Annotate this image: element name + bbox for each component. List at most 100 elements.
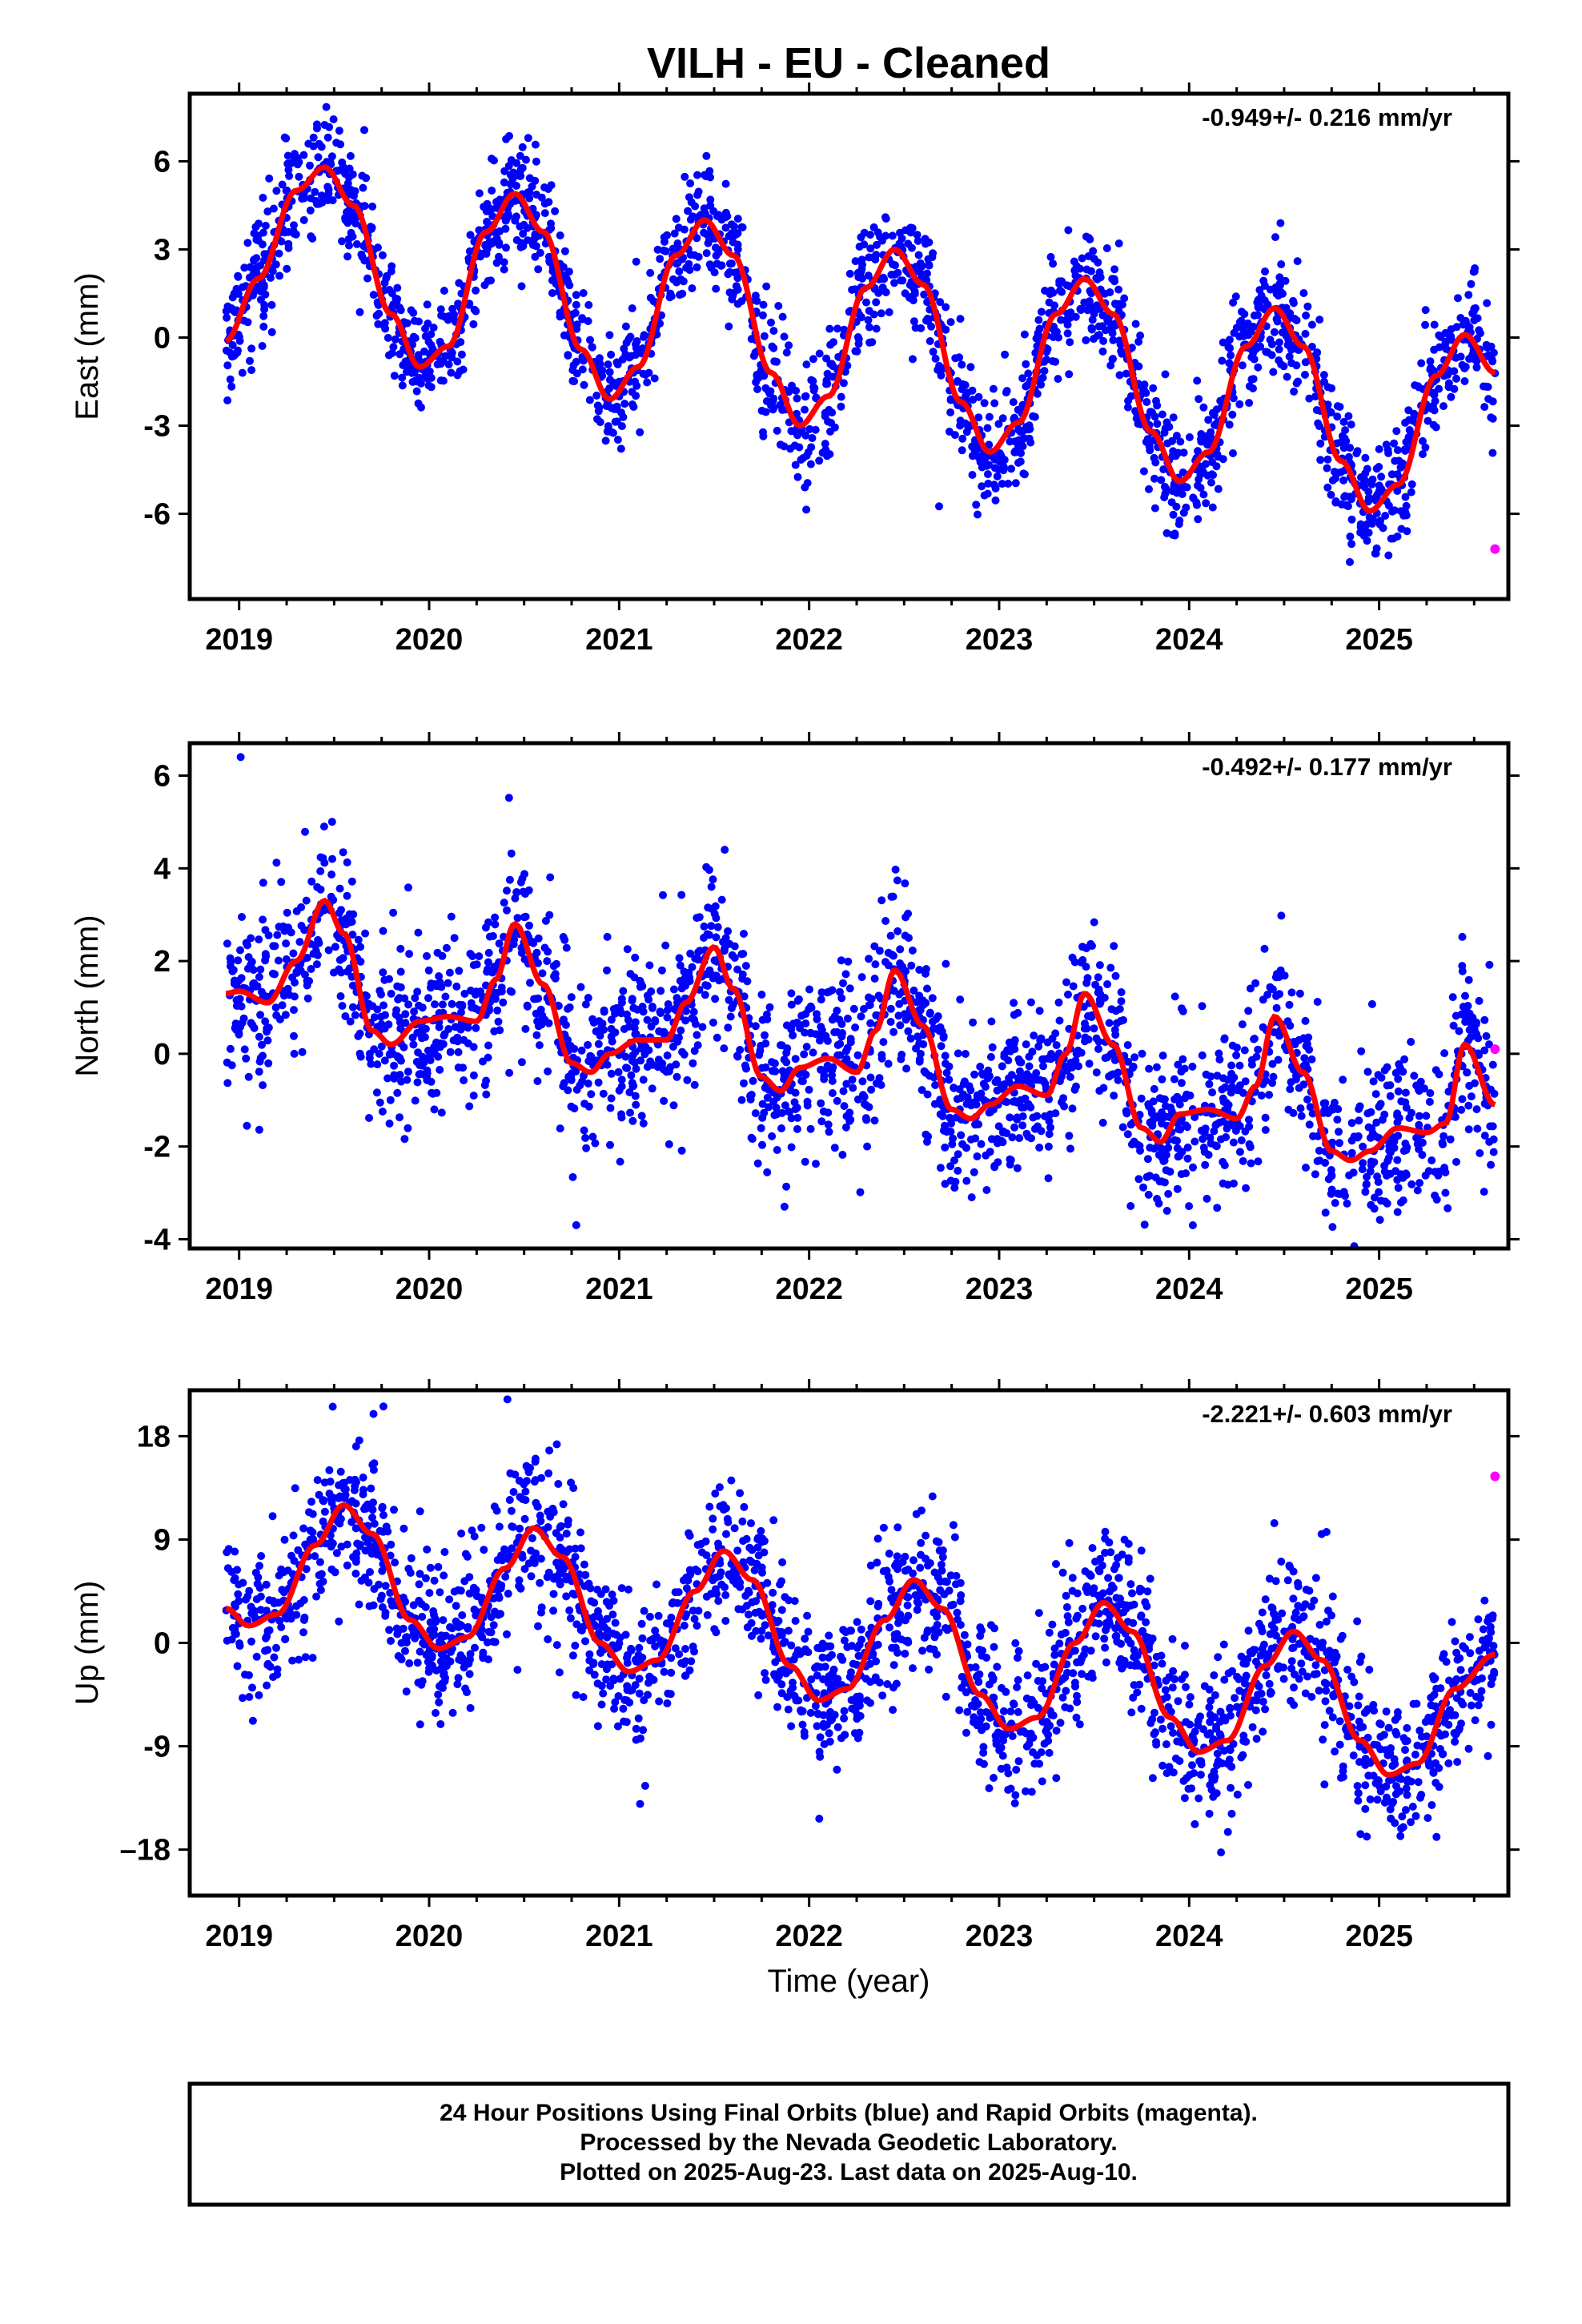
data-point	[255, 1691, 263, 1699]
data-point	[809, 383, 818, 392]
data-point	[502, 135, 511, 143]
data-point	[1208, 1088, 1217, 1097]
data-point	[1347, 540, 1356, 549]
data-point	[356, 957, 365, 966]
data-point	[440, 1031, 448, 1040]
data-point	[1347, 1119, 1356, 1128]
data-point	[1441, 1168, 1450, 1176]
data-point	[1300, 1054, 1309, 1063]
data-point	[1055, 1016, 1064, 1025]
data-point	[317, 191, 326, 200]
data-point	[1316, 456, 1325, 464]
data-point	[369, 291, 378, 300]
data-point	[1235, 1061, 1244, 1070]
data-point	[661, 247, 670, 255]
data-point	[1383, 1172, 1391, 1180]
data-point	[259, 312, 268, 320]
data-point	[324, 946, 333, 955]
data-point	[988, 1043, 997, 1051]
data-point	[538, 969, 547, 978]
data-point	[1313, 1157, 1322, 1165]
data-point	[336, 992, 345, 1000]
data-point	[1256, 342, 1265, 351]
data-point	[1174, 1125, 1183, 1134]
data-point	[636, 976, 644, 985]
data-point	[966, 1086, 975, 1095]
data-point	[1301, 371, 1309, 379]
data-point	[620, 1025, 628, 1033]
data-point	[826, 340, 835, 349]
data-point	[1198, 1002, 1207, 1011]
data-point	[686, 949, 695, 958]
data-point	[1046, 1123, 1054, 1132]
data-point	[412, 387, 421, 396]
data-point	[1247, 375, 1256, 384]
data-point	[345, 910, 354, 919]
data-point	[1247, 1060, 1256, 1069]
data-point	[1145, 1064, 1154, 1073]
data-point	[379, 927, 387, 935]
data-point	[778, 312, 787, 321]
data-point	[672, 1060, 681, 1069]
data-point	[404, 883, 412, 892]
data-point	[1140, 380, 1149, 389]
data-point	[511, 216, 520, 225]
data-point	[737, 1096, 746, 1104]
data-point	[277, 878, 286, 887]
data-point	[815, 456, 824, 465]
data-point	[1394, 1087, 1403, 1096]
data-point	[591, 1139, 600, 1148]
data-point	[338, 1002, 347, 1010]
data-point	[758, 1100, 767, 1108]
data-point	[400, 1135, 409, 1144]
data-point	[1405, 416, 1414, 424]
data-point	[691, 202, 700, 211]
data-point	[706, 201, 715, 210]
data-point	[869, 310, 878, 319]
data-point	[1480, 1046, 1489, 1055]
data-point	[877, 1051, 886, 1059]
data-point	[1480, 403, 1489, 412]
data-point	[1346, 444, 1355, 452]
data-point	[1014, 458, 1022, 467]
data-point	[689, 1007, 698, 1016]
data-point	[825, 405, 833, 414]
data-point	[1045, 1117, 1054, 1125]
data-point	[1082, 979, 1091, 987]
data-point	[1383, 1199, 1391, 1208]
data-point	[1290, 388, 1299, 396]
panel-north: 2019 2020 2021 2022 2023 2024 2025-4-20246Nort…	[70, 732, 1520, 1306]
data-point	[991, 496, 1000, 505]
data-point	[284, 166, 293, 175]
data-point	[938, 1112, 947, 1120]
data-point	[490, 237, 499, 246]
data-point	[773, 357, 781, 366]
data-point	[481, 923, 490, 932]
data-point	[628, 388, 636, 396]
data-point	[607, 1094, 616, 1103]
data-point	[1030, 1124, 1039, 1133]
data-point	[372, 312, 381, 320]
data-point	[923, 1090, 932, 1099]
data-point	[675, 267, 684, 275]
data-point	[244, 1072, 253, 1081]
data-point	[513, 914, 522, 923]
data-point	[677, 891, 686, 899]
data-point	[682, 1007, 690, 1015]
data-point	[690, 1080, 699, 1089]
data-point	[1391, 456, 1399, 465]
data-point	[1110, 942, 1118, 951]
data-point	[1364, 493, 1373, 502]
y-tick-label: 4	[154, 852, 171, 886]
data-point	[733, 215, 742, 223]
data-point	[484, 948, 493, 957]
data-point	[1482, 1031, 1491, 1040]
data-point	[760, 372, 769, 380]
data-point	[1392, 427, 1401, 436]
data-point	[1303, 302, 1312, 311]
data-point	[918, 1001, 927, 1010]
data-point	[1270, 1028, 1279, 1036]
data-point	[600, 1006, 608, 1015]
data-point	[1123, 1041, 1132, 1049]
data-point	[733, 245, 742, 254]
